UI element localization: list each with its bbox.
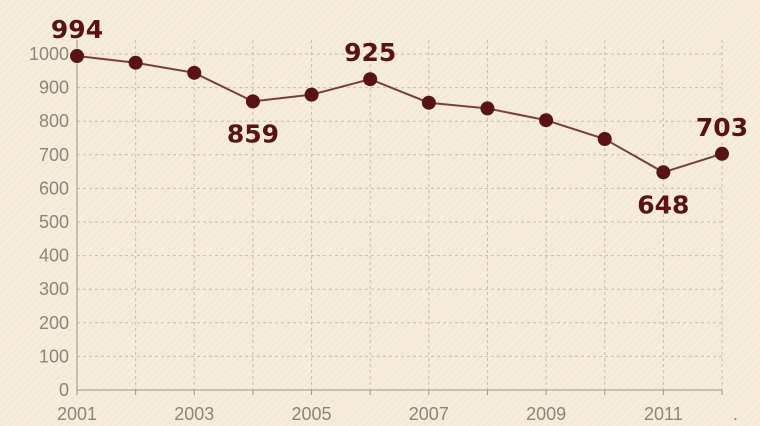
data-label: 994 bbox=[51, 15, 103, 44]
y-tick-label: 300 bbox=[39, 279, 69, 299]
series-line-layer bbox=[76, 55, 723, 174]
y-tick-label: 700 bbox=[39, 145, 69, 165]
data-points bbox=[70, 49, 729, 180]
data-point bbox=[128, 55, 143, 70]
data-point bbox=[539, 113, 554, 128]
data-point bbox=[421, 95, 436, 110]
grid bbox=[77, 40, 723, 390]
axes bbox=[76, 40, 723, 395]
y-tick-label: 500 bbox=[39, 212, 69, 232]
x-tick-labels: 2001 2003 2005 2007 2009 2011 bbox=[57, 404, 683, 424]
x-tick-label: 2003 bbox=[174, 404, 214, 424]
data-point bbox=[656, 165, 671, 180]
y-tick-labels: 0 100 200 300 400 500 600 700 800 900 1000 bbox=[29, 44, 69, 400]
y-tick-label: 100 bbox=[39, 346, 69, 366]
series-line bbox=[76, 55, 723, 174]
data-label: 859 bbox=[227, 119, 279, 148]
x-tick-label: 2007 bbox=[409, 404, 449, 424]
data-point bbox=[715, 146, 729, 161]
data-labels: 994 859 925 648 703 bbox=[51, 15, 748, 219]
data-point bbox=[597, 132, 612, 147]
data-point bbox=[245, 94, 260, 109]
data-point bbox=[304, 87, 319, 102]
data-point bbox=[480, 101, 495, 116]
data-point bbox=[70, 49, 84, 64]
x-tick-label: 2009 bbox=[526, 404, 566, 424]
trailing-text: . bbox=[733, 404, 738, 424]
y-tick-label: 900 bbox=[39, 78, 69, 98]
y-tick-label: 600 bbox=[39, 178, 69, 198]
x-tick-label: 2005 bbox=[292, 404, 332, 424]
y-tick-label: 1000 bbox=[29, 44, 69, 64]
data-label: 925 bbox=[344, 38, 396, 67]
data-label: 648 bbox=[637, 190, 689, 219]
x-tick-label: 2011 bbox=[644, 404, 683, 424]
y-tick-label: 800 bbox=[39, 111, 69, 131]
x-tick-label: 2001 bbox=[57, 404, 97, 424]
data-point bbox=[363, 72, 378, 87]
data-point bbox=[187, 65, 202, 80]
y-tick-label: 200 bbox=[39, 313, 69, 333]
y-tick-label: 0 bbox=[59, 380, 69, 400]
data-label: 703 bbox=[696, 113, 748, 142]
y-tick-label: 400 bbox=[39, 246, 69, 266]
